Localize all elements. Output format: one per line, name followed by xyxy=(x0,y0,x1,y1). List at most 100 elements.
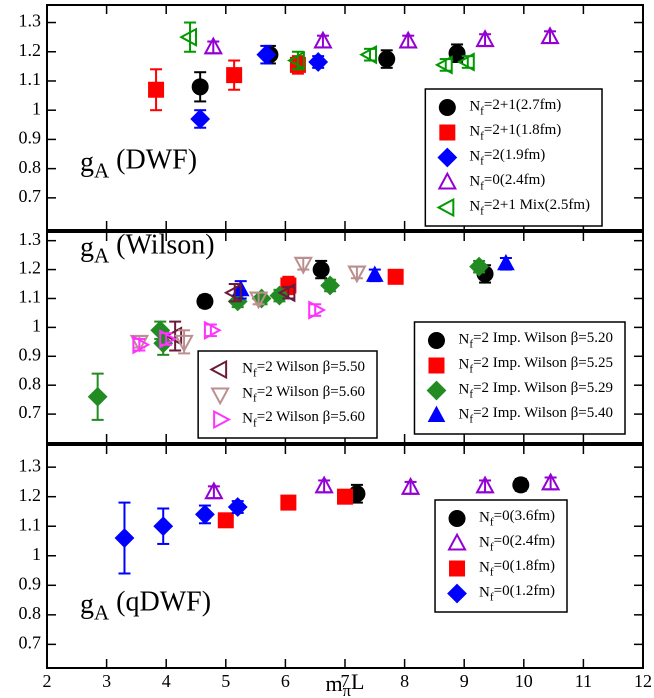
y-tick-label: 1.2 xyxy=(19,485,42,505)
y-tick-label: 1.2 xyxy=(19,40,42,60)
y-tick-label: 1.1 xyxy=(19,514,42,534)
marker xyxy=(217,512,234,529)
marker xyxy=(427,332,445,349)
legend-label: Nf=2(1.9fm) xyxy=(469,148,545,167)
marker xyxy=(287,50,305,71)
legend-label: Nf=2 Imp. Wilson β=5.40 xyxy=(458,406,613,425)
y-tick-label: 0.9 xyxy=(19,128,42,148)
marker xyxy=(475,475,495,494)
legend-label: Nf=0(1.8fm) xyxy=(479,559,555,578)
marker xyxy=(469,256,490,277)
y-tick-label: 0.7 xyxy=(19,402,42,422)
annotation: gA (Wilson) xyxy=(80,230,215,267)
marker xyxy=(204,481,224,500)
marker xyxy=(434,55,453,75)
y-tick-label: 0.7 xyxy=(19,186,42,206)
y-tick-label: 1.3 xyxy=(19,455,42,475)
x-tick-label: 3 xyxy=(102,671,111,691)
marker xyxy=(447,532,467,551)
x-tick-label: 9 xyxy=(460,671,469,691)
y-tick-label: 0.8 xyxy=(19,157,42,177)
legend-label: Nf=2+1(1.8fm) xyxy=(469,123,561,142)
x-tick-label: 11 xyxy=(575,671,592,691)
marker xyxy=(248,291,269,310)
marker xyxy=(153,333,174,354)
x-tick-label: 10 xyxy=(515,671,533,691)
marker xyxy=(512,476,530,494)
marker xyxy=(312,261,330,279)
marker xyxy=(148,81,165,98)
legend: Nf=2 Imp. Wilson β=5.20 Nf=2 Imp. Wilson … xyxy=(413,321,626,435)
y-tick-label: 1.2 xyxy=(19,258,42,278)
marker xyxy=(439,124,456,141)
annotation: gA (DWF) xyxy=(80,145,197,182)
marker xyxy=(320,275,341,296)
marker xyxy=(196,292,214,310)
marker xyxy=(191,78,209,96)
marker xyxy=(428,357,445,374)
x-tick-label: 5 xyxy=(221,671,230,691)
legend-label: Nf=0(1.2fm) xyxy=(479,584,555,603)
legend-label: Nf=2 Wilson β=5.50 xyxy=(242,360,365,379)
marker xyxy=(359,44,378,65)
marker xyxy=(448,510,466,527)
legend-label: Nf=2 Imp. Wilson β=5.29 xyxy=(458,381,613,400)
marker xyxy=(153,516,174,537)
marker xyxy=(365,265,384,282)
marker xyxy=(447,583,467,604)
marker xyxy=(427,405,446,422)
y-tick-label: 1.1 xyxy=(19,69,42,89)
marker xyxy=(203,320,222,340)
x-tick-label: 2 xyxy=(43,671,52,691)
legend-box xyxy=(413,321,626,435)
x-tick-label: 7 xyxy=(341,671,350,691)
marker xyxy=(456,52,475,72)
legend-box xyxy=(197,350,378,439)
legend: Nf=2 Wilson β=5.50 Nf=2 Wilson β=5.60 Nf=2… xyxy=(197,350,378,439)
marker xyxy=(308,52,329,72)
x-tick-label: 6 xyxy=(281,671,290,691)
marker xyxy=(438,99,456,116)
marker xyxy=(203,36,223,55)
y-tick-label: 1.3 xyxy=(19,11,42,31)
marker xyxy=(213,409,232,430)
marker xyxy=(195,504,215,525)
marker xyxy=(437,147,458,168)
legend: Nf=2+1(2.7fm) Nf=2+1(1.8fm) Nf=2(1.9fm) Nf=… xyxy=(424,88,603,227)
marker xyxy=(400,476,421,495)
legend-label: Nf=0(3.6fm) xyxy=(479,509,555,528)
marker xyxy=(179,27,198,47)
x-tick-label: 8 xyxy=(400,671,409,691)
marker xyxy=(223,283,242,303)
marker xyxy=(313,30,333,49)
legend-label: Nf=2+1(2.7fm) xyxy=(469,98,561,117)
marker xyxy=(256,44,277,65)
marker xyxy=(387,268,404,285)
marker xyxy=(293,256,313,275)
marker xyxy=(280,494,297,511)
y-tick-label: 1 xyxy=(32,98,41,118)
marker xyxy=(337,488,353,505)
marker xyxy=(426,380,447,401)
marker xyxy=(114,528,135,548)
annotation: gA (qDWF) xyxy=(80,587,211,624)
panel: 0.7 0.8 0.9 1 1.1 1.2 1.3 gA (Wilson) Nf=2 Imp. … xyxy=(19,229,644,444)
marker xyxy=(227,497,248,517)
panel: 0.7 0.8 0.9 1 1.1 1.2 1.3 gA (DWF) Nf=2+1(2.7fm)… xyxy=(19,4,644,231)
y-tick-label: 0.9 xyxy=(19,344,42,364)
marker xyxy=(277,283,296,303)
marker xyxy=(174,334,194,353)
x-tick-label: 12 xyxy=(634,671,652,691)
panel: 0.7 0.8 0.9 1 1.1 1.2 1.3 2 3 4 5 6 7 8 9 10 11 12 mπL gA (… xyxy=(19,444,652,698)
legend-label: Nf=2 Wilson β=5.60 xyxy=(242,410,365,429)
marker xyxy=(475,29,495,48)
marker xyxy=(87,386,108,407)
marker xyxy=(347,265,367,284)
marker xyxy=(209,359,228,380)
marker xyxy=(540,472,561,491)
marker xyxy=(159,329,178,349)
x-tick-label: 4 xyxy=(162,671,171,691)
legend: Nf=0(3.6fm) Nf=0(2.4fm) Nf=0(1.8fm) Nf=0(1.… xyxy=(434,499,568,613)
marker xyxy=(132,335,151,355)
